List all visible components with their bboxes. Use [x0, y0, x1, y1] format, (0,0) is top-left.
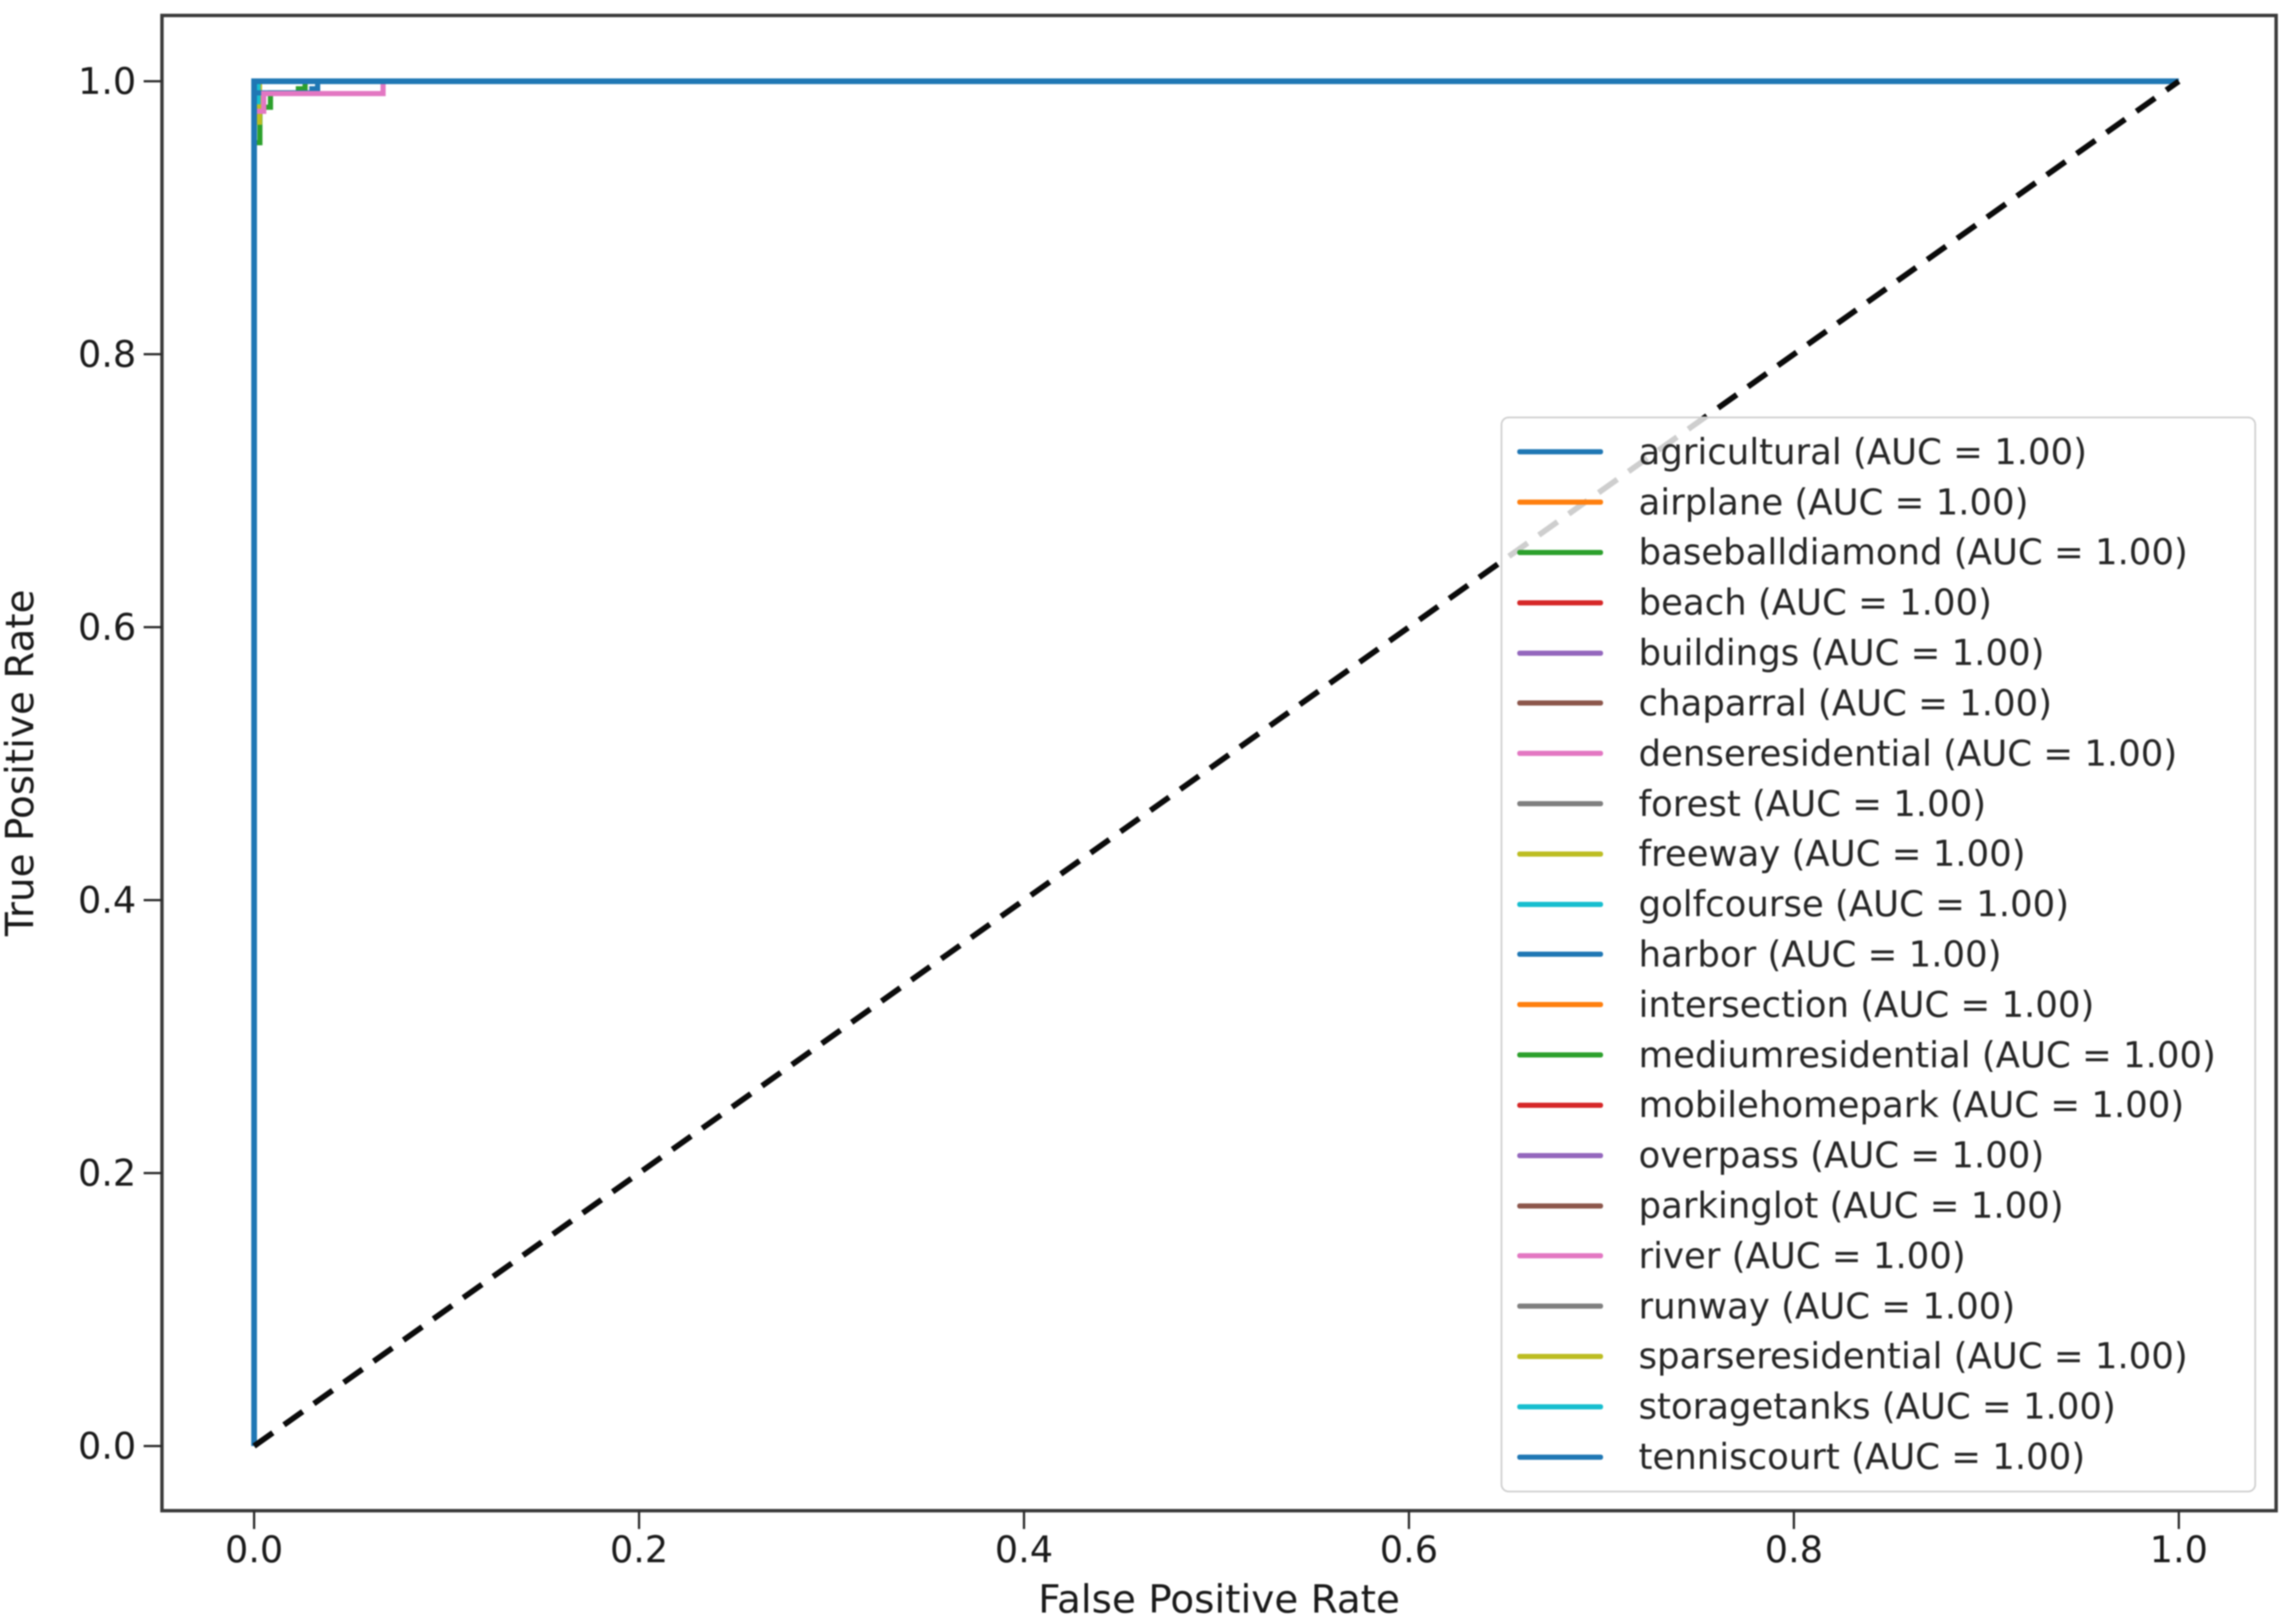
- legend-row-buildings: buildings (AUC = 1.00): [1502, 628, 2254, 678]
- legend-label: mediumresidential (AUC = 1.00): [1639, 1033, 2216, 1076]
- legend-row-sparseresidential: sparseresidential (AUC = 1.00): [1502, 1332, 2254, 1381]
- legend-swatch-mobilehomepark: [1517, 1102, 1603, 1108]
- legend-label: mobilehomepark (AUC = 1.00): [1639, 1084, 2185, 1126]
- legend-label: agricultural (AUC = 1.00): [1639, 430, 2087, 473]
- legend-label: harbor (AUC = 1.00): [1639, 933, 2002, 975]
- legend-label: golfcourse (AUC = 1.00): [1639, 883, 2070, 925]
- legend-label: beach (AUC = 1.00): [1639, 581, 1992, 624]
- legend-row-baseballdiamond: baseballdiamond (AUC = 1.00): [1502, 528, 2254, 577]
- legend-row-chaparral: chaparral (AUC = 1.00): [1502, 679, 2254, 728]
- y-axis-label: True Positive Rate: [0, 589, 43, 937]
- legend-swatch-chaparral: [1517, 700, 1603, 706]
- legend-row-beach: beach (AUC = 1.00): [1502, 578, 2254, 627]
- legend-row-intersection: intersection (AUC = 1.00): [1502, 980, 2254, 1029]
- y-tick-label: 0.8: [78, 334, 136, 376]
- legend-label: tenniscourt (AUC = 1.00): [1639, 1436, 2086, 1478]
- legend-swatch-mediumresidential: [1517, 1052, 1603, 1058]
- x-axis-ticks: 0.0 0.2 0.4 0.6 0.8 1.0: [225, 1511, 2208, 1571]
- legend-label: overpass (AUC = 1.00): [1639, 1134, 2044, 1177]
- legend-row-tenniscourt: tenniscourt (AUC = 1.00): [1502, 1432, 2254, 1482]
- x-tick-label: 0.8: [1765, 1529, 1823, 1571]
- legend-swatch-sparseresidential: [1517, 1353, 1603, 1359]
- x-tick-label: 1.0: [2150, 1529, 2208, 1571]
- legend-label: freeway (AUC = 1.00): [1639, 833, 2026, 875]
- legend-swatch-runway: [1517, 1304, 1603, 1309]
- legend-swatch-forest: [1517, 801, 1603, 806]
- x-tick-label: 0.0: [225, 1529, 283, 1571]
- legend-row-parkinglot: parkinglot (AUC = 1.00): [1502, 1181, 2254, 1230]
- legend-label: baseballdiamond (AUC = 1.00): [1639, 531, 2188, 573]
- y-tick-label: 0.2: [78, 1152, 136, 1195]
- legend-label: buildings (AUC = 1.00): [1639, 632, 2045, 674]
- legend-row-golfcourse: golfcourse (AUC = 1.00): [1502, 880, 2254, 929]
- diagonal-layer: [252, 78, 2181, 1449]
- legend-row-overpass: overpass (AUC = 1.00): [1502, 1131, 2254, 1180]
- legend-label: intersection (AUC = 1.00): [1639, 983, 2095, 1025]
- legend-swatch-denseresidential: [1517, 751, 1603, 756]
- legend-row-storagetanks: storagetanks (AUC = 1.00): [1502, 1382, 2254, 1431]
- legend-label: storagetanks (AUC = 1.00): [1639, 1385, 2116, 1428]
- legend-swatch-agricultural: [1517, 449, 1603, 455]
- curves-layer: [251, 78, 2179, 1446]
- y-tick-label: 1.0: [78, 61, 136, 103]
- x-tick-label: 0.2: [610, 1529, 668, 1571]
- legend-label: river (AUC = 1.00): [1639, 1234, 1966, 1277]
- legend-swatch-harbor: [1517, 952, 1603, 957]
- x-axis-label: False Positive Rate: [1038, 1577, 1400, 1622]
- plot-border: [160, 14, 2278, 1512]
- legend-label: denseresidential (AUC = 1.00): [1639, 732, 2178, 774]
- y-tick-label: 0.0: [78, 1425, 136, 1468]
- legend-swatch-beach: [1517, 600, 1603, 605]
- legend-swatch-golfcourse: [1517, 901, 1603, 907]
- legend-swatch-overpass: [1517, 1152, 1603, 1158]
- legend: agricultural (AUC = 1.00) airplane (AUC =…: [1501, 417, 2256, 1492]
- x-tick-label: 0.6: [1380, 1529, 1438, 1571]
- legend-label: airplane (AUC = 1.00): [1639, 481, 2029, 523]
- y-axis-ticks: 0.0 0.2 0.4 0.6 0.8 1.0: [78, 61, 162, 1468]
- y-tick-label: 0.4: [78, 880, 136, 922]
- legend-row-freeway: freeway (AUC = 1.00): [1502, 829, 2254, 878]
- legend-swatch-freeway: [1517, 851, 1603, 857]
- legend-swatch-intersection: [1517, 1002, 1603, 1008]
- legend-row-forest: forest (AUC = 1.00): [1502, 779, 2254, 829]
- legend-swatch-storagetanks: [1517, 1404, 1603, 1409]
- roc-curve-tenniscourt: [251, 78, 2179, 1446]
- y-tick-label: 0.6: [78, 607, 136, 649]
- legend-row-mediumresidential: mediumresidential (AUC = 1.00): [1502, 1031, 2254, 1080]
- legend-label: runway (AUC = 1.00): [1639, 1285, 2016, 1327]
- legend-swatch-airplane: [1517, 500, 1603, 505]
- legend-row-denseresidential: denseresidential (AUC = 1.00): [1502, 729, 2254, 778]
- legend-label: sparseresidential (AUC = 1.00): [1639, 1335, 2188, 1377]
- legend-row-agricultural: agricultural (AUC = 1.00): [1502, 427, 2254, 477]
- legend-label: parkinglot (AUC = 1.00): [1639, 1185, 2064, 1226]
- legend-swatch-buildings: [1517, 650, 1603, 656]
- legend-row-airplane: airplane (AUC = 1.00): [1502, 478, 2254, 527]
- legend-row-mobilehomepark: mobilehomepark (AUC = 1.00): [1502, 1080, 2254, 1130]
- legend-swatch-tenniscourt: [1517, 1454, 1603, 1460]
- legend-row-river: river (AUC = 1.00): [1502, 1231, 2254, 1281]
- x-tick-label: 0.4: [995, 1529, 1053, 1571]
- legend-swatch-river: [1517, 1253, 1603, 1259]
- legend-label: chaparral (AUC = 1.00): [1639, 682, 2052, 724]
- legend-swatch-parkinglot: [1517, 1203, 1603, 1209]
- chance-diagonal-line: [252, 78, 2181, 1449]
- legend-label: forest (AUC = 1.00): [1639, 782, 1987, 825]
- legend-swatch-baseballdiamond: [1517, 549, 1603, 555]
- legend-row-runway: runway (AUC = 1.00): [1502, 1282, 2254, 1331]
- legend-row-harbor: harbor (AUC = 1.00): [1502, 930, 2254, 979]
